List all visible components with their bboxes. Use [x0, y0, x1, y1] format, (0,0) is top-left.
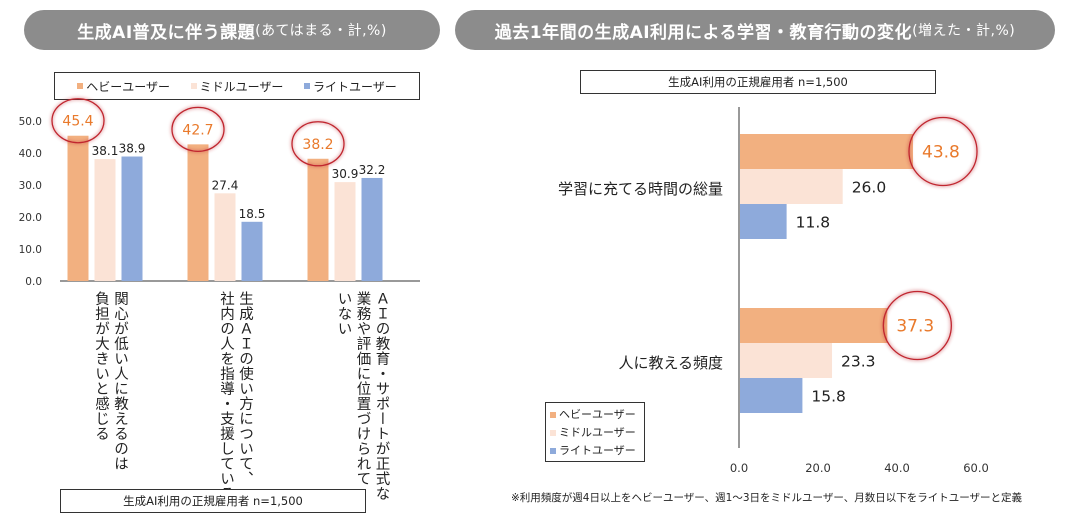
- bar-light: [361, 177, 383, 281]
- category-label: 関心が低い人に教えるのは 負担が大きいと感じる: [93, 291, 128, 471]
- bar-middle: [740, 343, 833, 378]
- bar-middle: [334, 182, 356, 281]
- legend-label: ライトユーザー: [312, 79, 397, 94]
- category-label: 学習に充てる時間の総量: [557, 180, 723, 198]
- legend-label: ミドルユーザー: [559, 426, 636, 439]
- bar-light: [740, 204, 787, 239]
- legend-item-middle: ミドルユーザー: [190, 78, 284, 95]
- y-tick-label: 40.0: [19, 148, 42, 160]
- data-label: 30.9: [332, 167, 359, 181]
- data-label: 32.2: [359, 163, 386, 177]
- bar-heavy: [67, 135, 89, 281]
- legend-item-middle: ミドルユーザー: [550, 424, 640, 442]
- bar-light: [121, 156, 143, 281]
- legend-label: ヘビーユーザー: [559, 408, 636, 421]
- legend-swatch-light: [303, 83, 310, 89]
- left-chart-title: 生成AI普及に伴う課題 (あてはまる・計,%): [24, 10, 440, 50]
- legend-item-heavy: ヘビーユーザー: [550, 406, 640, 424]
- legend-label: ミドルユーザー: [199, 79, 284, 94]
- highlight-circle: [882, 290, 952, 361]
- legend-label: ヘビーユーザー: [86, 79, 171, 94]
- bar-middle: [740, 169, 843, 204]
- bar-middle: [94, 159, 116, 281]
- y-tick-label: 10.0: [19, 244, 42, 256]
- right-sample-size: 生成AI利用の正規雇用者 n=1,500: [580, 70, 936, 94]
- bar-heavy: [307, 158, 329, 281]
- x-tick-label: 0.0: [730, 461, 748, 475]
- data-label: 45.4: [62, 114, 93, 130]
- legend-label: ライトユーザー: [559, 444, 636, 457]
- bar-heavy: [740, 134, 914, 169]
- right-title-sub: (増えた・計,%): [912, 23, 1016, 39]
- data-label: 38.1: [92, 144, 119, 158]
- category-label: 生成ＡＩの使い方について、 社内の人を指導・支援している: [218, 291, 253, 501]
- left-bar-chart: 0.0 10.0 20.0 30.0 40.0 50.0 45.4 38.1 38.9 42.7 2…: [19, 97, 420, 288]
- data-label: 43.8: [922, 143, 960, 163]
- legend-swatch-heavy: [77, 83, 84, 89]
- x-tick-label: 20.0: [805, 461, 831, 475]
- footnote: ※利用頻度が週4日以上をヘビーユーザー、週1～3日をミドルユーザー、月数日以下を…: [511, 492, 1022, 504]
- left-title-sub: (あてはまる・計,%): [255, 23, 387, 39]
- right-legend: ヘビーユーザー ミドルユーザー ライトユーザー: [545, 402, 645, 462]
- legend-item-heavy: ヘビーユーザー: [77, 78, 170, 95]
- bar-light: [740, 378, 803, 413]
- highlight-circle: [908, 116, 978, 187]
- y-tick-label: 20.0: [19, 212, 42, 224]
- x-tick-label: 40.0: [884, 461, 910, 475]
- data-label: 42.7: [182, 122, 213, 138]
- legend-swatch-middle: [190, 83, 197, 89]
- x-tick-label: 60.0: [963, 461, 989, 475]
- data-label: 15.8: [811, 388, 846, 406]
- bar-light: [241, 221, 263, 281]
- category-label: ＡＩの教育・サポートが正式な 業務や評価に位置づけられて いない: [335, 291, 390, 501]
- category-label: 人に教える頻度: [618, 354, 723, 372]
- bar-middle: [214, 193, 236, 281]
- bar-heavy: [187, 144, 209, 281]
- legend-item-light: ライトユーザー: [550, 442, 640, 460]
- legend-swatch-middle: [550, 430, 556, 436]
- right-chart-title: 過去1年間の生成AI利用による学習・教育行動の変化 (増えた・計,%): [455, 10, 1055, 50]
- data-label: 38.2: [302, 137, 333, 153]
- data-label: 23.3: [841, 353, 876, 371]
- left-title-main: 生成AI普及に伴う課題: [77, 22, 256, 43]
- data-label: 11.8: [796, 214, 831, 232]
- y-tick-label: 30.0: [19, 180, 42, 192]
- left-legend: ヘビーユーザー ミドルユーザー ライトユーザー: [54, 72, 420, 100]
- left-sample-size: 生成AI利用の正規雇用者 n=1,500: [60, 489, 366, 513]
- y-tick-label: 50.0: [19, 116, 42, 128]
- highlight-circle: [51, 98, 105, 144]
- highlight-circle: [171, 106, 225, 153]
- y-tick-label: 0.0: [25, 276, 42, 288]
- data-label: 27.4: [212, 178, 239, 192]
- data-label: 38.9: [119, 142, 146, 156]
- data-label: 26.0: [852, 179, 887, 197]
- bar-heavy: [740, 308, 888, 343]
- right-title-main: 過去1年間の生成AI利用による学習・教育行動の変化: [494, 22, 913, 43]
- data-label: 37.3: [896, 317, 934, 337]
- data-label: 18.5: [239, 207, 266, 221]
- highlight-circle: [291, 121, 345, 167]
- legend-swatch-light: [550, 448, 556, 454]
- legend-swatch-heavy: [550, 412, 556, 418]
- legend-item-light: ライトユーザー: [303, 78, 397, 95]
